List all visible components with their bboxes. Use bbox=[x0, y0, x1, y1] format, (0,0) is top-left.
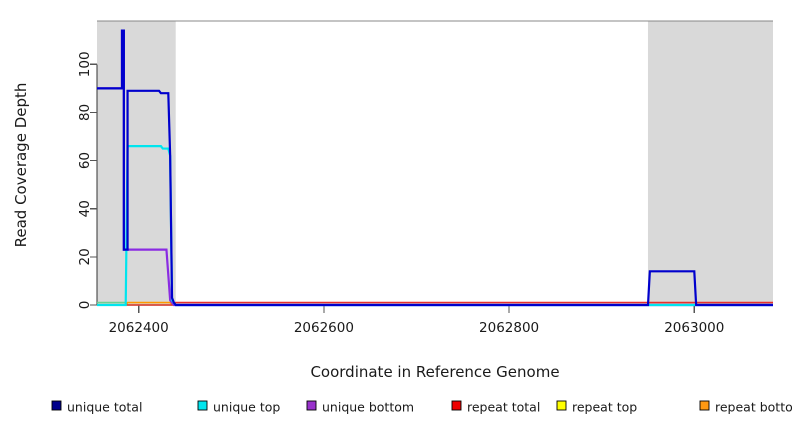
legend-item-unique-total[interactable]: unique total bbox=[51, 400, 142, 415]
legend-swatch-repeat-bottom bbox=[699, 400, 710, 411]
plot-panel-border bbox=[96, 20, 774, 306]
shaded-regions bbox=[97, 21, 773, 305]
y-tick-label-20: 20 bbox=[77, 248, 93, 265]
x-tick-label-2062800: 2062800 bbox=[479, 320, 539, 336]
legend-item-repeat-top[interactable]: repeat top bbox=[556, 400, 637, 415]
legend-item-repeat-total[interactable]: repeat total bbox=[451, 400, 540, 415]
x-tick-label-2062400: 2062400 bbox=[109, 320, 169, 336]
legend-swatch-repeat-top bbox=[556, 400, 567, 411]
legend-label-unique-total: unique total bbox=[67, 400, 142, 415]
legend-label-unique-bottom: unique bottom bbox=[322, 400, 414, 415]
legend-swatch-unique-total bbox=[51, 400, 62, 411]
series-line-unique-total bbox=[97, 29, 773, 307]
legend-swatch-repeat-total bbox=[451, 400, 462, 411]
legend-label-repeat-bottom: repeat bottom bbox=[715, 400, 792, 415]
chart-legend: unique total unique top unique bottom repea… bbox=[51, 400, 792, 415]
x-tick-label-2063000: 2063000 bbox=[664, 320, 724, 336]
y-tick-label-100: 100 bbox=[77, 51, 93, 77]
legend-label-unique-top: unique top bbox=[213, 400, 280, 415]
legend-item-unique-top[interactable]: unique top bbox=[197, 400, 280, 415]
x-tick-label-2062600: 2062600 bbox=[294, 320, 354, 336]
legend-label-repeat-total: repeat total bbox=[467, 400, 540, 415]
shaded-region-left bbox=[97, 21, 176, 305]
legend-swatch-unique-bottom bbox=[306, 400, 317, 411]
data-series-group bbox=[97, 29, 773, 307]
y-tick-label-0: 0 bbox=[77, 301, 93, 310]
legend-label-repeat-top: repeat top bbox=[572, 400, 637, 415]
shaded-region-right bbox=[647, 21, 773, 305]
y-axis-title: Read Coverage Depth bbox=[12, 83, 30, 248]
y-axis: 0 20 40 60 80 100 bbox=[77, 51, 98, 310]
legend-item-repeat-bottom[interactable]: repeat bottom bbox=[699, 400, 792, 415]
legend-item-unique-bottom[interactable]: unique bottom bbox=[306, 400, 414, 415]
y-tick-label-40: 40 bbox=[77, 200, 93, 217]
legend-swatch-unique-top bbox=[197, 400, 208, 411]
x-axis-title: Coordinate in Reference Genome bbox=[310, 363, 559, 381]
x-axis: 2062400 2062600 2062800 2063000 bbox=[97, 304, 773, 336]
y-tick-label-80: 80 bbox=[77, 104, 93, 121]
y-tick-label-60: 60 bbox=[77, 152, 93, 169]
